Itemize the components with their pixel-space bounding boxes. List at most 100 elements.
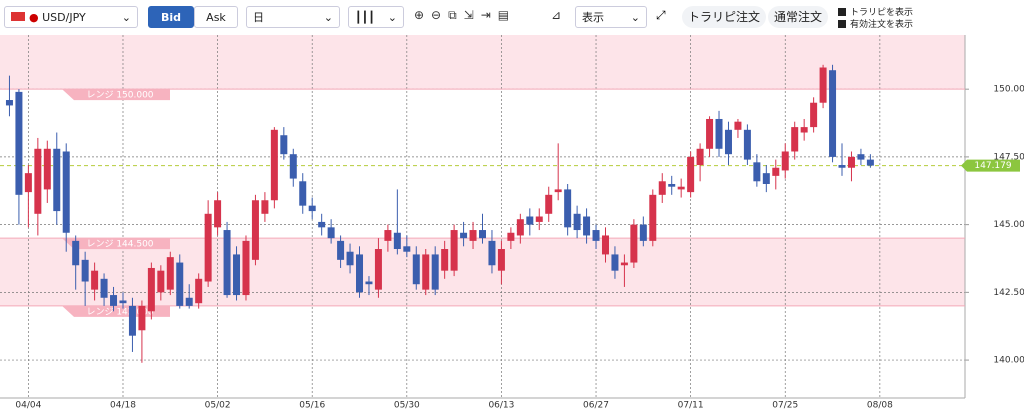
candle-body [772,167,780,176]
candle-body [327,227,335,239]
candle-body [781,151,789,171]
candle-body [488,240,496,266]
candle-body [507,232,515,241]
candle-body [791,127,799,152]
candle-body [308,205,316,212]
candle-body [43,148,51,190]
symbol-select[interactable]: ● USD/JPY ⌄ [4,6,138,28]
candle-body [223,230,231,296]
candle-body [583,216,591,236]
candle-body [119,300,127,304]
candle-body [724,129,732,155]
candle-body [242,240,250,296]
candle-body [753,162,761,182]
chart-type-select[interactable]: ┃┃┃ ⌄ [348,6,404,28]
candle-body [460,232,468,239]
candle-body [829,70,837,157]
candle-body [346,251,354,266]
current-price-tag [961,159,1020,172]
candle-body [706,118,714,149]
candle-body [261,200,269,214]
period-select[interactable]: 日 ⌄ [246,6,340,28]
candle-body [516,219,524,236]
display: 表示 [582,11,604,24]
candle-body [110,295,118,306]
orders-checkbox[interactable]: 有効注文を表示 [838,17,913,30]
candle-body [479,230,486,239]
y-tick-label: 145.000 [993,220,1024,230]
range-label: レンジ 150.000 [86,91,153,101]
candle-body [195,278,203,304]
traripi-checkbox[interactable]: トラリピを表示 [838,5,913,18]
candle-body [5,100,13,106]
candle-body [649,194,657,241]
candle-body [128,305,136,336]
candle-body [497,249,505,271]
candle-body [866,159,874,166]
candle-body [393,232,401,250]
toolbar: ● USD/JPY ⌄ Bid Ask 日 ⌄ ┃┃┃ ⌄ ⊕⊖⧉⇲⇥▤ ⊿ 表示 ⌄… [0,0,1024,33]
x-tick-label: 05/30 [394,401,420,411]
candle-body [204,213,212,282]
candle-body [412,254,420,285]
y-tick-label: 150.000 [993,85,1024,95]
candle-body [450,230,458,271]
range-tag [62,238,170,250]
checkbox-label: 有効注文を表示 [850,20,914,30]
candle-body [299,181,307,206]
range-zone [0,35,965,90]
x-tick-label: 07/25 [772,401,798,411]
candle-body [81,259,89,282]
candle-body [138,305,146,331]
candle-body [743,129,751,160]
candle-body [592,230,600,241]
x-tick-label: 04/04 [15,401,41,411]
candle-body [356,254,364,293]
range-tag [62,89,170,101]
candle-body [762,173,770,184]
display-select[interactable]: 表示 ⌄ [575,6,647,28]
candle-body [715,118,723,149]
candle-body [639,224,647,241]
candle-body [857,154,865,160]
candle-body [564,189,572,228]
fullscreen-icon[interactable]: ⤢ [656,8,666,22]
candle-body [526,216,534,225]
candle-body [441,249,449,271]
candle-body [289,154,297,179]
range-label: レンジ 144.500 [86,240,153,250]
x-tick-label: 05/16 [299,401,325,411]
symbol: USD/JPY [42,11,86,24]
y-tick-label: 140.000 [993,356,1024,366]
candle-body [91,270,99,290]
candle-body [24,173,32,193]
indicator-icon[interactable]: ⊿ [551,8,562,22]
candle-body [573,213,581,231]
candle-body [270,129,278,201]
ask-button[interactable]: Ask [194,6,238,28]
traripi-order-button[interactable]: トラリピ注文 [682,6,767,28]
candle-body [185,297,193,306]
candle-body [545,194,553,214]
candle-body [630,224,638,263]
normal-order-button[interactable]: 通常注文 [768,6,829,28]
tool-icons[interactable]: ⊕⊖⧉⇲⇥▤ [414,8,517,22]
candle-body [280,135,288,155]
candle-body [337,240,345,260]
candle-body [658,181,666,195]
candle-body [431,254,439,290]
y-tick-label: 142.500 [993,288,1024,298]
bid-button[interactable]: Bid [148,6,194,28]
candle-body [601,235,609,255]
period: 日 [253,11,264,24]
candle-body [15,91,23,195]
x-tick-label: 07/11 [678,401,704,411]
candle-body [251,200,259,260]
candle-body [157,270,165,293]
candle-body [374,249,382,290]
y-tick-label: 147.500 [993,152,1024,162]
candle-body [535,216,543,222]
candle-body [677,186,685,190]
candle-body [53,148,61,212]
